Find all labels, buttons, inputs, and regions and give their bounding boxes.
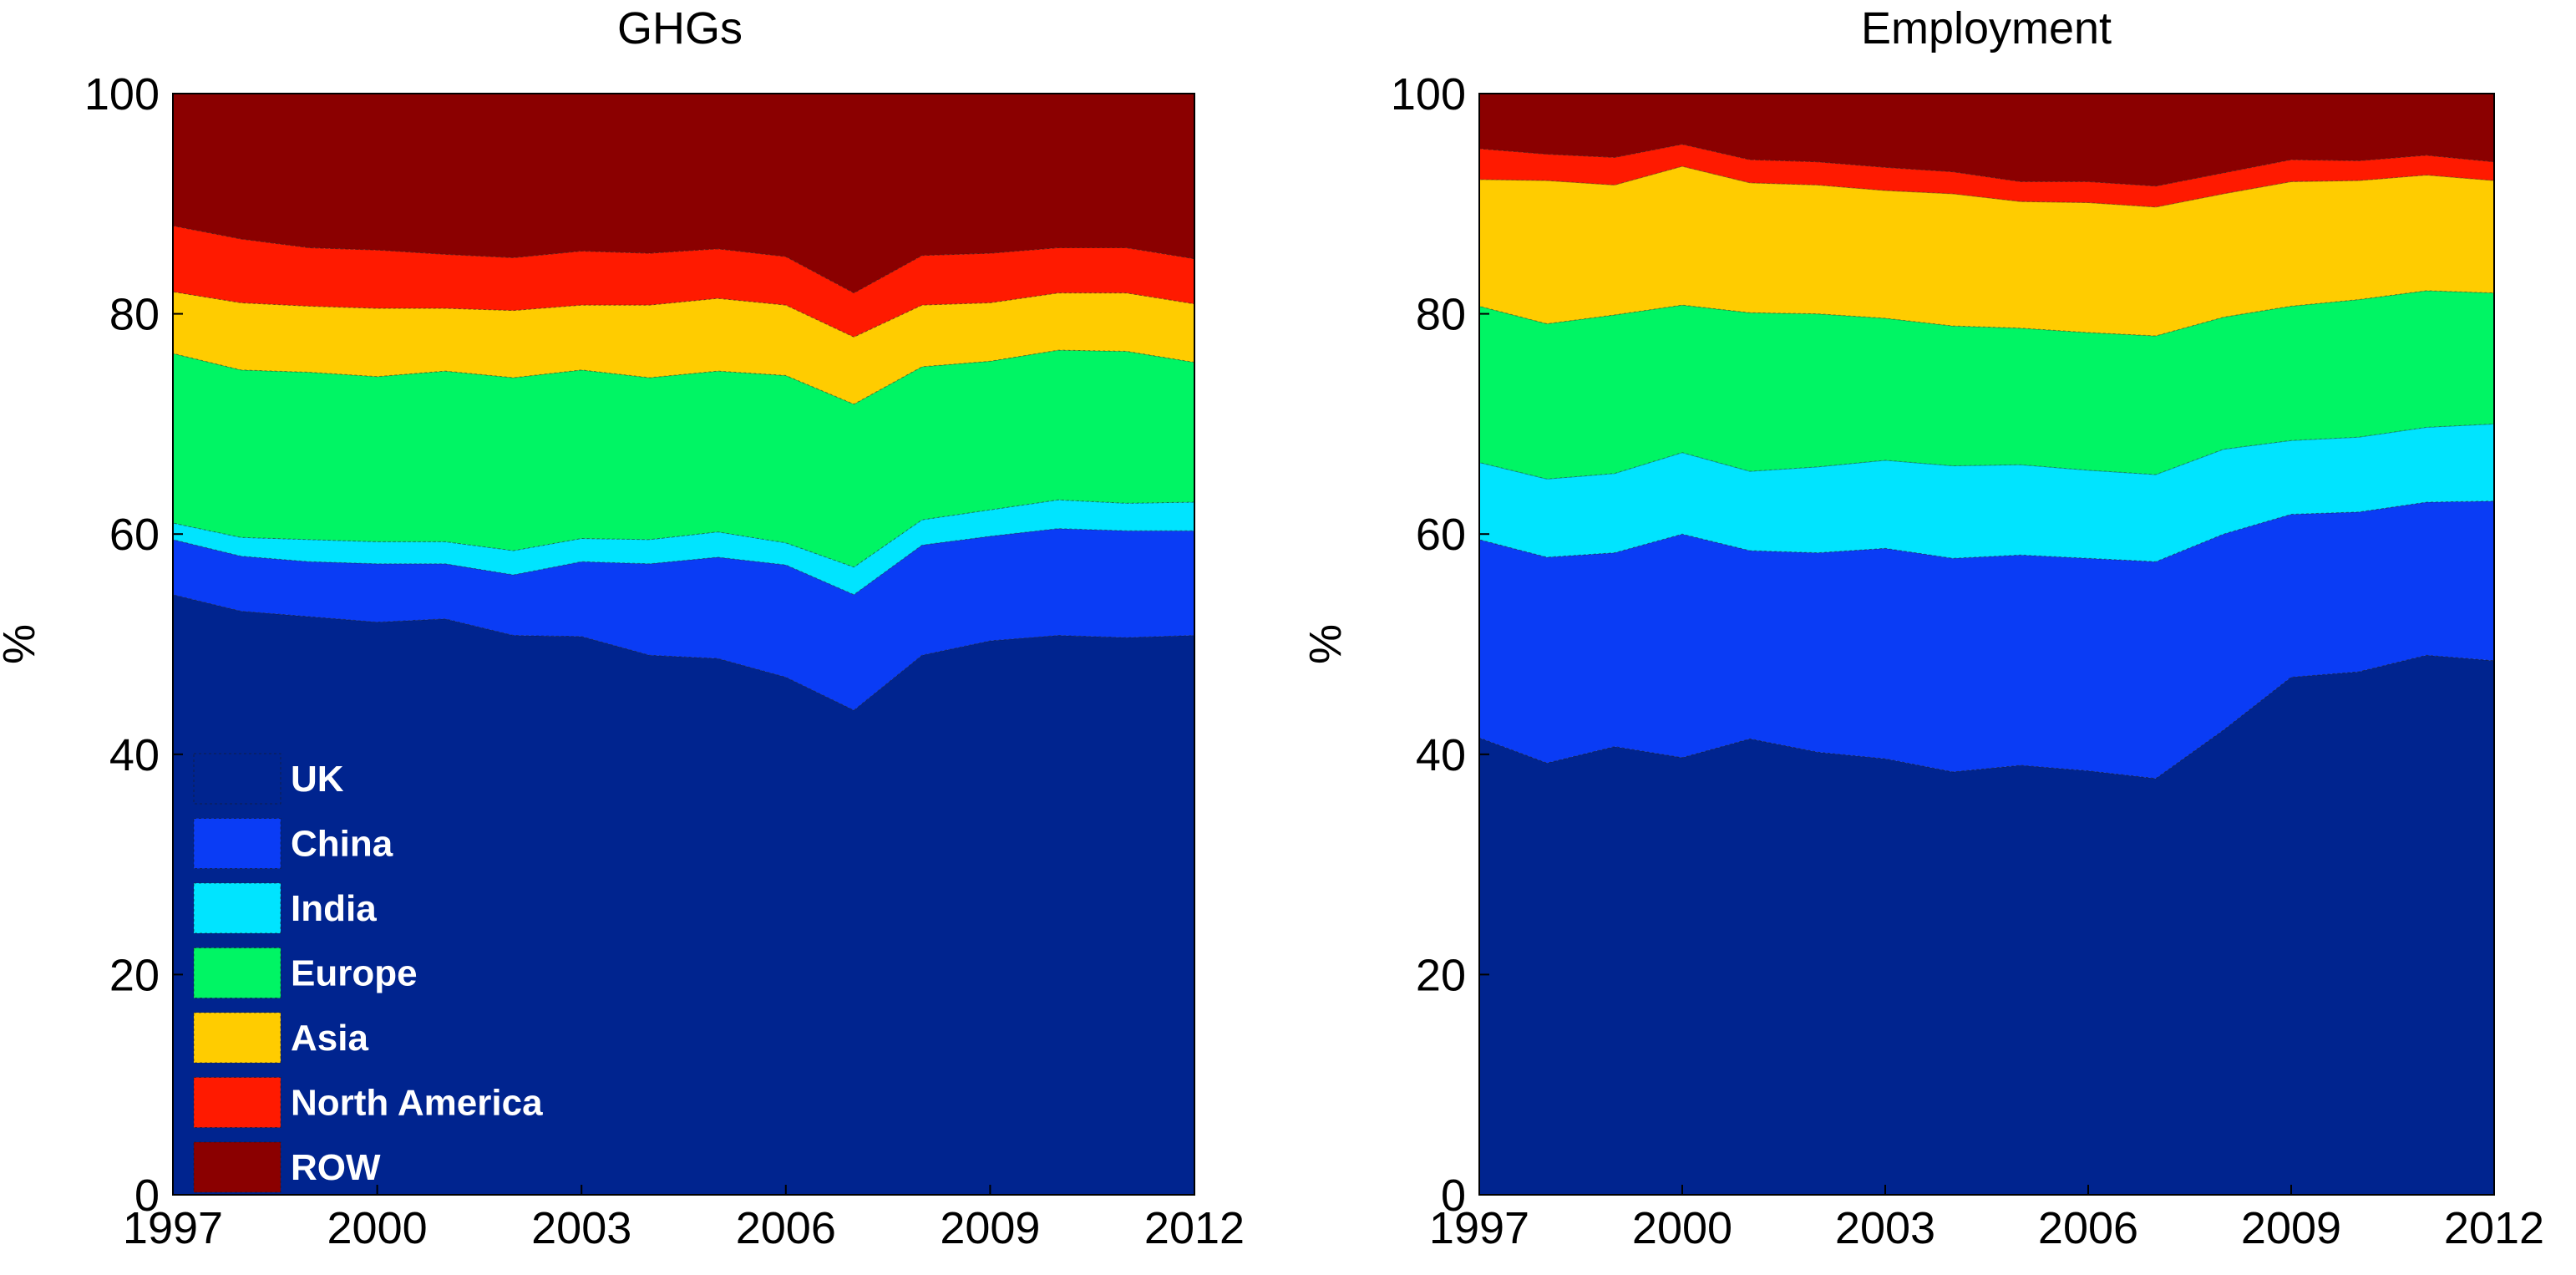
legend-swatch xyxy=(193,1012,281,1064)
x-tick-label: 1997 xyxy=(1429,1203,1529,1253)
plot-frame xyxy=(1478,93,2495,1196)
y-tick-label: 60 xyxy=(1416,510,1466,560)
y-tick-label: 20 xyxy=(1416,950,1466,1000)
area-india xyxy=(1478,423,2495,562)
legend-swatch xyxy=(193,1077,281,1128)
legend-item-asia: Asia xyxy=(193,1012,368,1064)
axis-ticks: 0 20 40 60 80 100 1997 2000 2003 2006 2009 2012 xyxy=(1391,69,2544,1253)
legend-swatch xyxy=(193,947,281,998)
x-tick-label: 2000 xyxy=(327,1203,428,1253)
legend-item-row: ROW xyxy=(193,1141,381,1193)
x-tick-label: 1997 xyxy=(123,1203,223,1253)
x-tick-label: 2003 xyxy=(1835,1203,1935,1253)
x-tick-label: 2000 xyxy=(1632,1203,1732,1253)
x-tick-label: 2009 xyxy=(940,1203,1040,1253)
employment-chart-panel: Employment 0 20 40 60 80 100 1997 2000 2003 2006 2… xyxy=(1301,3,2544,1253)
y-tick-label: 80 xyxy=(1416,290,1466,340)
x-tick-label: 2012 xyxy=(1144,1203,1245,1253)
legend-swatch xyxy=(193,753,281,805)
area-layers xyxy=(1478,93,2495,1196)
legend-swatch xyxy=(193,1141,281,1193)
legend-label: UK xyxy=(291,759,344,800)
y-axis-label: % xyxy=(0,624,44,664)
legend-label: China xyxy=(291,824,393,865)
y-tick-label: 0 xyxy=(134,1171,160,1221)
legend-swatch xyxy=(193,818,281,869)
legend-label: Asia xyxy=(291,1018,368,1059)
x-tick-label: 2009 xyxy=(2241,1203,2341,1253)
chart-title: Employment xyxy=(1861,3,2112,53)
legend-swatch xyxy=(193,882,281,934)
ghgs-chart-panel: GHGs 0 20 40 60 80 100 1997 2000 2003 2006 2009 201… xyxy=(0,3,1245,1253)
y-tick-label: 40 xyxy=(109,730,160,780)
y-axis-label: % xyxy=(1301,624,1351,664)
legend-label: Europe xyxy=(291,953,418,994)
x-tick-label: 2012 xyxy=(2444,1203,2544,1253)
y-tick-label: 60 xyxy=(109,510,160,560)
y-tick-label: 80 xyxy=(109,290,160,340)
legend-label: India xyxy=(291,888,377,929)
legend-item-europe: Europe xyxy=(193,947,418,998)
x-tick-label: 2006 xyxy=(2038,1203,2138,1253)
legend-item-uk: UK xyxy=(193,753,344,805)
area-asia xyxy=(1478,165,2495,337)
legend-item-china: China xyxy=(193,818,393,869)
y-tick-label: 20 xyxy=(109,950,160,1000)
x-tick-label: 2003 xyxy=(531,1203,631,1253)
chart-title: GHGs xyxy=(617,3,743,53)
area-india xyxy=(172,499,1195,596)
y-tick-label: 0 xyxy=(1441,1171,1466,1221)
plot-frame xyxy=(172,93,1195,1196)
legend: UK China India Europe Asia North America ROW xyxy=(193,753,543,1193)
legend-item-north-america: North America xyxy=(193,1077,543,1128)
legend-label: North America xyxy=(291,1083,543,1124)
area-layers xyxy=(172,93,1195,1196)
x-tick-label: 2006 xyxy=(736,1203,836,1253)
y-tick-label: 40 xyxy=(1416,730,1466,780)
y-tick-label: 100 xyxy=(1391,69,1466,119)
y-tick-label: 100 xyxy=(84,69,160,119)
area-north-america xyxy=(1478,144,2495,208)
axis-ticks: 0 20 40 60 80 100 1997 2000 2003 2006 2009 2012 xyxy=(84,69,1245,1253)
legend-item-india: India xyxy=(193,882,377,934)
legend-label: ROW xyxy=(291,1147,381,1188)
